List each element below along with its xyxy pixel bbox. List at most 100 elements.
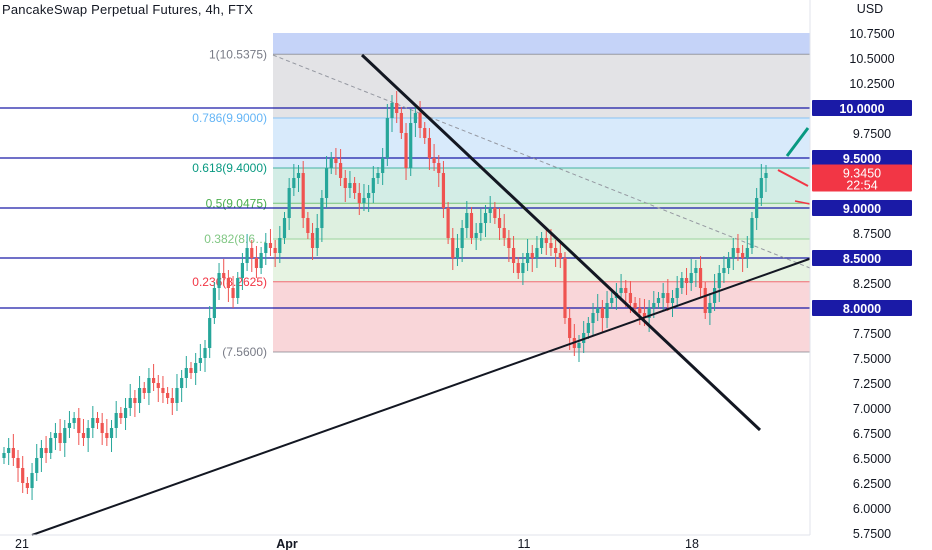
candle-body bbox=[586, 323, 590, 333]
candle-body bbox=[142, 388, 146, 393]
y-tick-label: 10.5000 bbox=[849, 52, 894, 66]
chart-title: PancakeSwap Perpetual Futures, 4h, FTX bbox=[2, 2, 254, 17]
candle-body bbox=[306, 218, 310, 233]
candle-body bbox=[58, 433, 62, 443]
candle-body bbox=[582, 333, 586, 343]
candle-body bbox=[661, 293, 665, 298]
fib-label-2: 0.618(9.4000) bbox=[192, 161, 267, 175]
candle-body bbox=[35, 458, 39, 473]
candle-body bbox=[404, 133, 408, 168]
candle-body bbox=[236, 278, 240, 298]
candle-body bbox=[460, 228, 464, 248]
fib-label-3: 0.5(9.0475) bbox=[206, 196, 267, 210]
candle-body bbox=[642, 313, 647, 318]
y-tick-label: 7.5000 bbox=[853, 352, 891, 366]
candle-body bbox=[2, 453, 6, 458]
candle-body bbox=[30, 473, 34, 488]
candle-body bbox=[549, 243, 553, 248]
candle-body bbox=[666, 293, 670, 303]
candle-body bbox=[399, 113, 403, 133]
descending-trendline[interactable] bbox=[360, 53, 762, 432]
candle-body bbox=[413, 113, 417, 123]
candle-body bbox=[105, 433, 109, 438]
candle-body bbox=[329, 158, 333, 168]
candle-body bbox=[469, 213, 474, 238]
fib-label-6: (7.5600) bbox=[222, 345, 267, 359]
candle-body bbox=[764, 173, 768, 178]
projection-down-line bbox=[777, 169, 809, 187]
candle-body bbox=[591, 313, 595, 323]
level-badge[interactable] bbox=[812, 300, 912, 316]
candle-body bbox=[451, 238, 455, 258]
candle-body bbox=[558, 253, 562, 258]
y-tick-label: 10.2500 bbox=[849, 77, 894, 91]
fib-label-1: 0.786(9.9000) bbox=[192, 111, 267, 125]
candle-body bbox=[367, 193, 371, 198]
x-tick-label: 11 bbox=[518, 537, 531, 550]
candle-body bbox=[166, 393, 170, 398]
y-tick-label: 8.2500 bbox=[853, 277, 891, 291]
candle-body bbox=[184, 368, 188, 378]
candle-body bbox=[731, 248, 735, 258]
candle-body bbox=[708, 303, 712, 313]
level-badge[interactable] bbox=[812, 250, 912, 266]
fib-label-0: 1(10.5375) bbox=[209, 47, 267, 61]
x-tick-label: 21 bbox=[15, 537, 29, 550]
candle-body bbox=[684, 278, 689, 283]
candle-body bbox=[245, 248, 249, 263]
candle-body bbox=[287, 188, 291, 218]
ascending-trendline[interactable] bbox=[31, 257, 813, 536]
currency-label: USD bbox=[857, 2, 883, 16]
candle-body bbox=[722, 268, 726, 273]
candle-body bbox=[353, 183, 357, 193]
candle-body bbox=[465, 213, 469, 228]
candle-body bbox=[100, 423, 104, 433]
candle-body bbox=[390, 103, 394, 118]
candle-body bbox=[712, 288, 717, 303]
candle-body bbox=[521, 263, 525, 273]
candle-body bbox=[156, 383, 160, 388]
candle-body bbox=[11, 448, 15, 458]
candle-body bbox=[133, 398, 137, 403]
last-price-badge bbox=[812, 164, 912, 192]
candle-body bbox=[114, 413, 118, 428]
level-badge[interactable] bbox=[812, 150, 912, 166]
candle-body bbox=[656, 298, 661, 303]
candle-body bbox=[109, 428, 114, 438]
y-tick-label: 7.2500 bbox=[853, 377, 891, 391]
candle-body bbox=[446, 208, 450, 238]
y-tick-label: 6.2500 bbox=[853, 477, 891, 491]
candle-body bbox=[25, 483, 29, 488]
candle-body bbox=[698, 268, 703, 288]
candle-body bbox=[315, 228, 319, 248]
candle-body bbox=[455, 248, 460, 258]
candle-body bbox=[530, 253, 534, 258]
candle-body bbox=[212, 288, 216, 318]
candle-body bbox=[203, 348, 207, 358]
candle-body bbox=[670, 298, 675, 303]
level-badge[interactable] bbox=[812, 100, 912, 116]
candle-body bbox=[717, 273, 721, 288]
candle-body bbox=[694, 268, 698, 273]
candle-body bbox=[7, 448, 11, 453]
candle-body bbox=[189, 368, 193, 373]
level-badge[interactable] bbox=[812, 200, 912, 216]
candle-body bbox=[376, 173, 380, 178]
fib-zone-6 bbox=[273, 281, 810, 352]
fib-label-4: 0.382(8.6… bbox=[204, 232, 267, 246]
candle-body bbox=[554, 248, 558, 253]
candle-body bbox=[507, 238, 511, 248]
candle-body bbox=[680, 278, 684, 288]
candle-body bbox=[250, 248, 254, 258]
candle-body bbox=[371, 178, 375, 193]
candle-body bbox=[119, 413, 123, 418]
candle-body bbox=[21, 468, 25, 483]
candle-body bbox=[39, 448, 43, 458]
y-tick-label: 6.7500 bbox=[853, 427, 891, 441]
candle-body bbox=[175, 388, 179, 403]
candle-body bbox=[675, 288, 679, 298]
candle-body bbox=[240, 263, 245, 278]
candle-body bbox=[310, 233, 315, 248]
candle-body bbox=[755, 198, 759, 218]
